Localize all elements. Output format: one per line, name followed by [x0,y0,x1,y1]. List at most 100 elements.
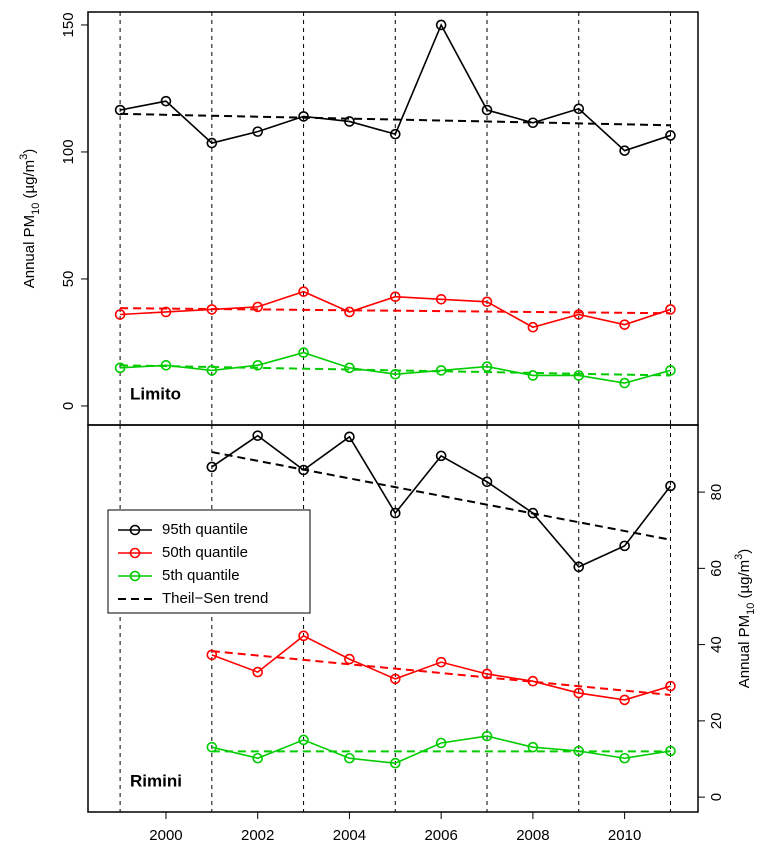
y-tick-label: 150 [60,12,77,37]
point [573,745,585,757]
point [527,741,539,753]
point [435,19,447,31]
point [206,304,218,315]
trend-line [211,650,671,696]
point [619,145,630,156]
point [573,561,585,573]
point [527,117,539,129]
y-tick-label: 0 [708,793,725,801]
point [665,680,676,692]
legend-label: 5th quantile [162,567,240,584]
point [481,361,493,372]
trend-line [120,112,671,127]
panel-label: Limito [130,384,181,403]
point [481,668,493,680]
point [619,319,630,330]
y-axis-label-part: Annual PM [21,215,38,288]
series-line [211,434,672,568]
point [665,304,676,315]
y-tick-label: 20 [708,713,725,730]
y-axis-label-part: ) [21,149,38,154]
plot-frame [87,11,699,426]
point [206,741,218,753]
point [573,103,585,115]
series-line [120,351,671,384]
y-axis-label-part: ) [736,549,753,554]
point [298,630,309,642]
series-line [120,290,671,329]
y-tick-label: 100 [60,139,77,164]
legend-marker [129,570,141,582]
point [527,321,539,333]
legend-label: Theil−Sen trend [162,590,268,607]
y-axis-label-part: 10 [745,603,757,615]
y-tick-label: 60 [708,560,725,577]
point [389,291,401,303]
y-axis-label-part: 10 [30,203,42,215]
point [665,365,676,376]
y-axis-label-part: (µg/m [21,160,38,203]
point [527,675,539,687]
series-line [211,634,671,701]
x-tick-label: 2010 [608,827,641,844]
point [389,757,401,769]
point [344,116,355,127]
point [298,347,309,358]
point [252,666,263,678]
y-tick-label: 80 [708,484,725,501]
point [252,126,263,137]
point [298,286,309,297]
point [344,306,355,318]
point [206,365,218,376]
y-axis-label-part: 3 [733,554,745,560]
point [252,301,263,313]
point [114,362,126,374]
x-tick-label: 2006 [424,827,457,844]
legend-marker [129,524,141,536]
point [114,309,126,320]
point [527,370,539,381]
legend-marker [129,547,141,559]
point [389,128,401,140]
legend-label: 50th quantile [162,544,248,561]
point [481,104,493,116]
point [435,365,447,376]
point [252,430,263,441]
point [114,104,126,116]
point [481,296,493,308]
point [665,745,676,757]
point [344,653,355,665]
x-tick-label: 2002 [241,827,274,844]
y-tick-label: 0 [60,402,77,410]
point [389,507,401,519]
plot-frame [87,424,699,813]
point [160,360,172,371]
y-axis-label: Annual PM10 (µg/m3) [18,149,42,289]
y-axis-label-part: 3 [18,154,30,160]
point [573,370,585,381]
y-axis-label-part: Annual PM [736,615,753,688]
point [344,752,355,764]
point [435,450,447,462]
point [252,752,263,764]
point [389,368,401,380]
point [298,734,309,746]
legend-label: 95th quantile [162,521,248,538]
point [344,362,355,374]
point [298,111,309,122]
point [252,360,263,371]
point [435,293,447,305]
point [389,673,401,685]
point [206,461,218,473]
point [435,737,447,749]
point [619,540,630,552]
series-line [119,23,671,152]
legend-box [107,509,311,614]
y-tick-label: 40 [708,636,725,653]
point [481,730,493,742]
point [206,649,218,661]
point [344,431,355,443]
point [435,656,447,668]
point [527,507,539,519]
